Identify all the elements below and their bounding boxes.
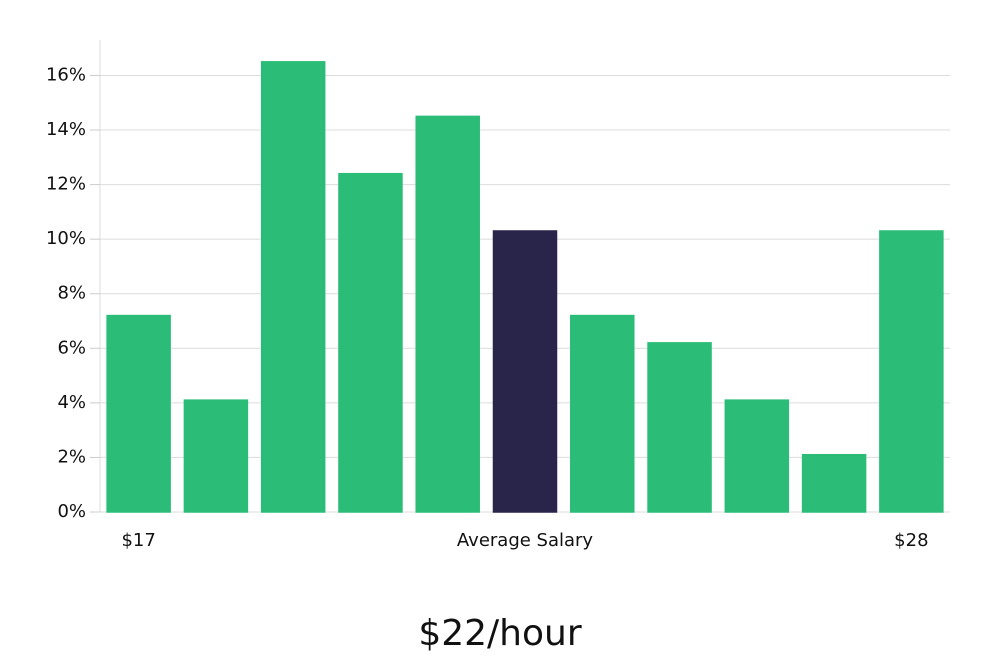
bar	[647, 342, 712, 513]
y-tick-label: 0%	[57, 501, 86, 522]
y-tick-label: 12%	[46, 174, 86, 195]
x-tick-label: Average Salary	[457, 530, 594, 551]
y-tick-label: 14%	[46, 119, 86, 140]
bar	[260, 61, 326, 513]
y-tick-label: 8%	[57, 283, 86, 304]
y-tick-label: 10%	[46, 228, 86, 249]
bar	[879, 230, 944, 513]
bar	[106, 314, 171, 513]
x-tick-label: $17	[121, 530, 155, 551]
x-tick-label: $28	[894, 530, 928, 551]
y-tick-label: 16%	[46, 64, 86, 85]
y-tick-label: 2%	[57, 446, 86, 467]
bar	[492, 230, 558, 513]
bar	[724, 399, 790, 513]
caption: $22/hour	[418, 613, 582, 654]
y-tick-label: 4%	[57, 392, 86, 413]
bar	[801, 453, 867, 513]
bar	[338, 172, 403, 513]
y-tick-label: 6%	[57, 337, 86, 358]
bar	[570, 314, 635, 513]
bar	[183, 399, 249, 513]
bar	[415, 115, 480, 513]
